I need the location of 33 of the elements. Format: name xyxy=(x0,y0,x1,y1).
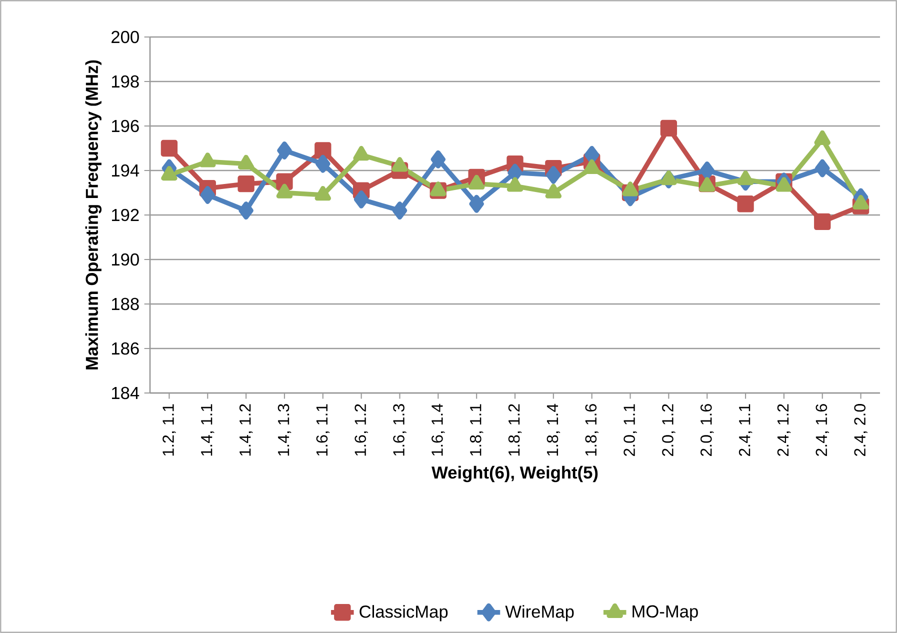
x-tick-label: 1.4, 1.2 xyxy=(239,404,253,456)
legend-label: ClassicMap xyxy=(360,605,448,622)
x-tick-label: 2.0, 1.2 xyxy=(662,404,676,456)
legend-label: MO-Map xyxy=(632,605,698,622)
y-tick-label: 188 xyxy=(112,298,139,310)
legend-label: WireMap xyxy=(505,605,574,622)
x-tick-label: 2.0, 1.1 xyxy=(624,404,637,456)
x-tick-label: 1.8, 1.6 xyxy=(585,404,598,456)
x-tick-label: 2.4, 1.1 xyxy=(738,404,752,456)
x-tick-label: 1.8, 1.4 xyxy=(546,404,560,456)
y-tick-label: 196 xyxy=(112,120,139,132)
x-axis-title: Weight(6), Weight(5) xyxy=(432,466,598,482)
y-tick-label: 186 xyxy=(112,342,139,355)
y-tick-label: 184 xyxy=(112,386,140,400)
x-tick-label: 1.2, 1.1 xyxy=(162,404,176,456)
x-tick-label: 1.4, 1.1 xyxy=(201,404,214,456)
y-axis-title: Maximum Operating Frequency (MHz) xyxy=(85,60,102,370)
x-tick-label: 1.8, 1.1 xyxy=(470,404,484,456)
x-tick-label: 1.6, 1.4 xyxy=(432,404,445,456)
x-tick-label: 1.6, 1.3 xyxy=(393,404,406,456)
x-tick-label: 1.4, 1.3 xyxy=(278,404,292,456)
y-tick-label: 194 xyxy=(112,164,140,177)
y-tick-label: 190 xyxy=(112,253,139,266)
x-tick-label: 2.4, 2.0 xyxy=(854,404,868,456)
x-tick-label: 2.4, 1.6 xyxy=(816,404,829,456)
x-tick-label: 1.6, 1.2 xyxy=(354,404,368,456)
y-tick-label: 192 xyxy=(112,208,139,222)
x-tick-label: 1.8, 1.2 xyxy=(508,404,522,456)
x-tick-label: 1.6, 1.1 xyxy=(316,404,330,456)
x-tick-label: 2.0, 1.6 xyxy=(700,404,714,456)
y-tick-label: 198 xyxy=(112,75,139,88)
x-tick-label: 2.4, 1.2 xyxy=(777,404,791,456)
y-tick-label: 200 xyxy=(112,30,139,44)
